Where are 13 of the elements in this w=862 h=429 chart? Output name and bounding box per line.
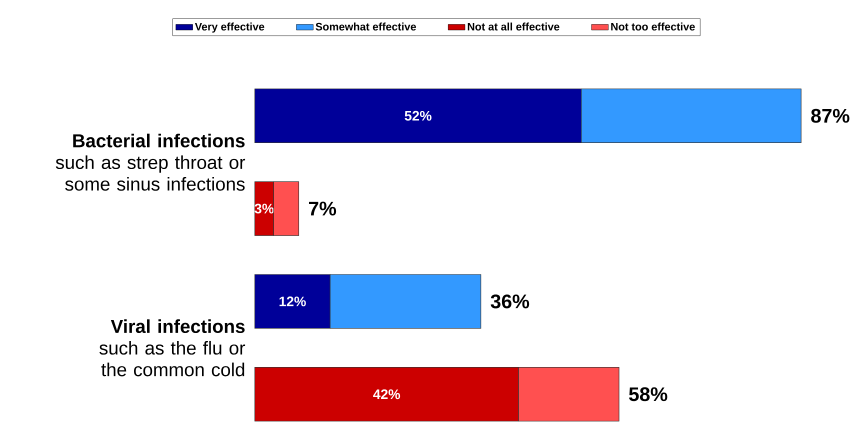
data-label: 52%: [404, 110, 432, 120]
total-label: 58%: [629, 387, 668, 401]
legend-label: Not at all effective: [468, 22, 560, 30]
legend-label: Not too effective: [611, 22, 695, 30]
total-label: 7%: [309, 201, 336, 216]
total-label: 87%: [811, 108, 850, 123]
data-label: 42%: [373, 389, 400, 399]
legend-label: Very effective: [194, 22, 264, 32]
total-label: 36%: [490, 294, 530, 308]
legend-label: Somewhat effective: [316, 22, 416, 30]
data-label: 12%: [280, 296, 306, 306]
y-tick-label: Bacterial infections such as strep throat or some sinus infections: [56, 133, 246, 190]
y-tick-label: Viral infections such as the flu or the common cold: [99, 319, 246, 376]
